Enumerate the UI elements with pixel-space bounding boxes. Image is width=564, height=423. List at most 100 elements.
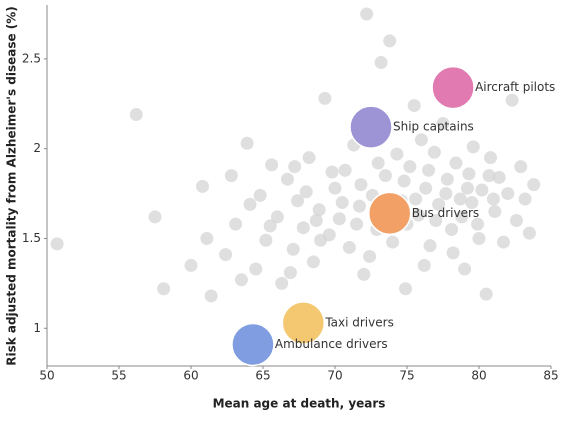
point bbox=[157, 282, 171, 296]
highlight-point bbox=[367, 191, 412, 236]
point bbox=[280, 172, 294, 186]
point bbox=[518, 192, 532, 206]
x-tick-label: 80 bbox=[471, 369, 486, 383]
point bbox=[263, 219, 277, 233]
point bbox=[312, 203, 326, 217]
point bbox=[148, 210, 162, 224]
point bbox=[371, 156, 385, 170]
point bbox=[397, 174, 411, 188]
point bbox=[386, 235, 400, 249]
highlight-label: Ship captains bbox=[393, 120, 474, 134]
highlight-label: Ambulance drivers bbox=[275, 337, 388, 351]
point bbox=[429, 214, 443, 228]
point bbox=[184, 258, 198, 272]
point bbox=[363, 249, 377, 263]
point bbox=[50, 237, 64, 251]
point bbox=[449, 156, 463, 170]
point bbox=[360, 7, 374, 21]
point bbox=[486, 192, 500, 206]
point bbox=[492, 170, 506, 184]
point bbox=[338, 163, 352, 177]
y-tick-label: 2 bbox=[33, 141, 41, 155]
highlight-label: Taxi drivers bbox=[324, 315, 394, 329]
point bbox=[249, 262, 263, 276]
point bbox=[204, 289, 218, 303]
point bbox=[514, 160, 528, 174]
point bbox=[488, 205, 502, 219]
point bbox=[479, 287, 493, 301]
point bbox=[439, 187, 453, 201]
point bbox=[509, 214, 523, 228]
point bbox=[417, 258, 431, 272]
point bbox=[219, 248, 233, 262]
point bbox=[501, 187, 515, 201]
point bbox=[253, 188, 267, 202]
point bbox=[299, 185, 313, 199]
highlight-label: Aircraft pilots bbox=[475, 80, 555, 94]
point bbox=[342, 240, 356, 254]
point bbox=[309, 214, 323, 228]
y-tick-label: 2.5 bbox=[22, 51, 41, 65]
point bbox=[440, 172, 454, 186]
x-tick-label: 60 bbox=[183, 369, 198, 383]
point bbox=[283, 266, 297, 280]
y-tick-label: 1.5 bbox=[22, 231, 41, 245]
point bbox=[357, 267, 371, 281]
highlight-point bbox=[349, 105, 393, 149]
point bbox=[432, 197, 446, 211]
point bbox=[446, 246, 460, 260]
point bbox=[240, 136, 254, 150]
point bbox=[505, 93, 519, 107]
point bbox=[291, 194, 305, 208]
point bbox=[390, 147, 404, 161]
point bbox=[422, 163, 436, 177]
point bbox=[403, 160, 417, 174]
highlight-point bbox=[431, 65, 475, 110]
x-tick-label: 85 bbox=[543, 369, 558, 383]
x-tick-label: 50 bbox=[39, 369, 54, 383]
x-axis-label: Mean age at death, years bbox=[213, 397, 386, 411]
point bbox=[453, 192, 467, 206]
point bbox=[306, 255, 320, 269]
point bbox=[471, 217, 485, 231]
point bbox=[328, 181, 342, 195]
x-tick-label: 75 bbox=[399, 369, 414, 383]
point bbox=[419, 181, 433, 195]
point bbox=[288, 160, 302, 174]
point bbox=[354, 178, 368, 192]
point bbox=[286, 242, 300, 256]
point bbox=[407, 99, 421, 113]
point bbox=[325, 165, 339, 179]
point bbox=[465, 196, 479, 210]
y-tick-label: 1 bbox=[33, 321, 41, 335]
point bbox=[296, 221, 310, 235]
point bbox=[458, 262, 472, 276]
point bbox=[314, 233, 328, 247]
point bbox=[234, 273, 248, 287]
point bbox=[332, 212, 346, 226]
point bbox=[527, 178, 541, 192]
point bbox=[462, 167, 476, 181]
point bbox=[259, 233, 273, 247]
point bbox=[265, 158, 279, 172]
highlight-point bbox=[281, 301, 326, 345]
point bbox=[302, 151, 316, 165]
point bbox=[335, 196, 349, 210]
point bbox=[318, 91, 332, 105]
point bbox=[383, 34, 397, 48]
point bbox=[270, 210, 284, 224]
point bbox=[200, 231, 214, 245]
point bbox=[466, 140, 480, 154]
point bbox=[436, 117, 450, 131]
y-axis-label: Risk adjusted mortality from Alzheimer's… bbox=[5, 6, 19, 366]
x-tick-label: 65 bbox=[255, 369, 270, 383]
point bbox=[496, 235, 510, 249]
point bbox=[412, 208, 426, 222]
point bbox=[350, 217, 364, 231]
point bbox=[475, 183, 489, 197]
point bbox=[378, 169, 392, 183]
x-tick-label: 70 bbox=[327, 369, 342, 383]
point bbox=[275, 276, 289, 290]
point bbox=[460, 181, 474, 195]
